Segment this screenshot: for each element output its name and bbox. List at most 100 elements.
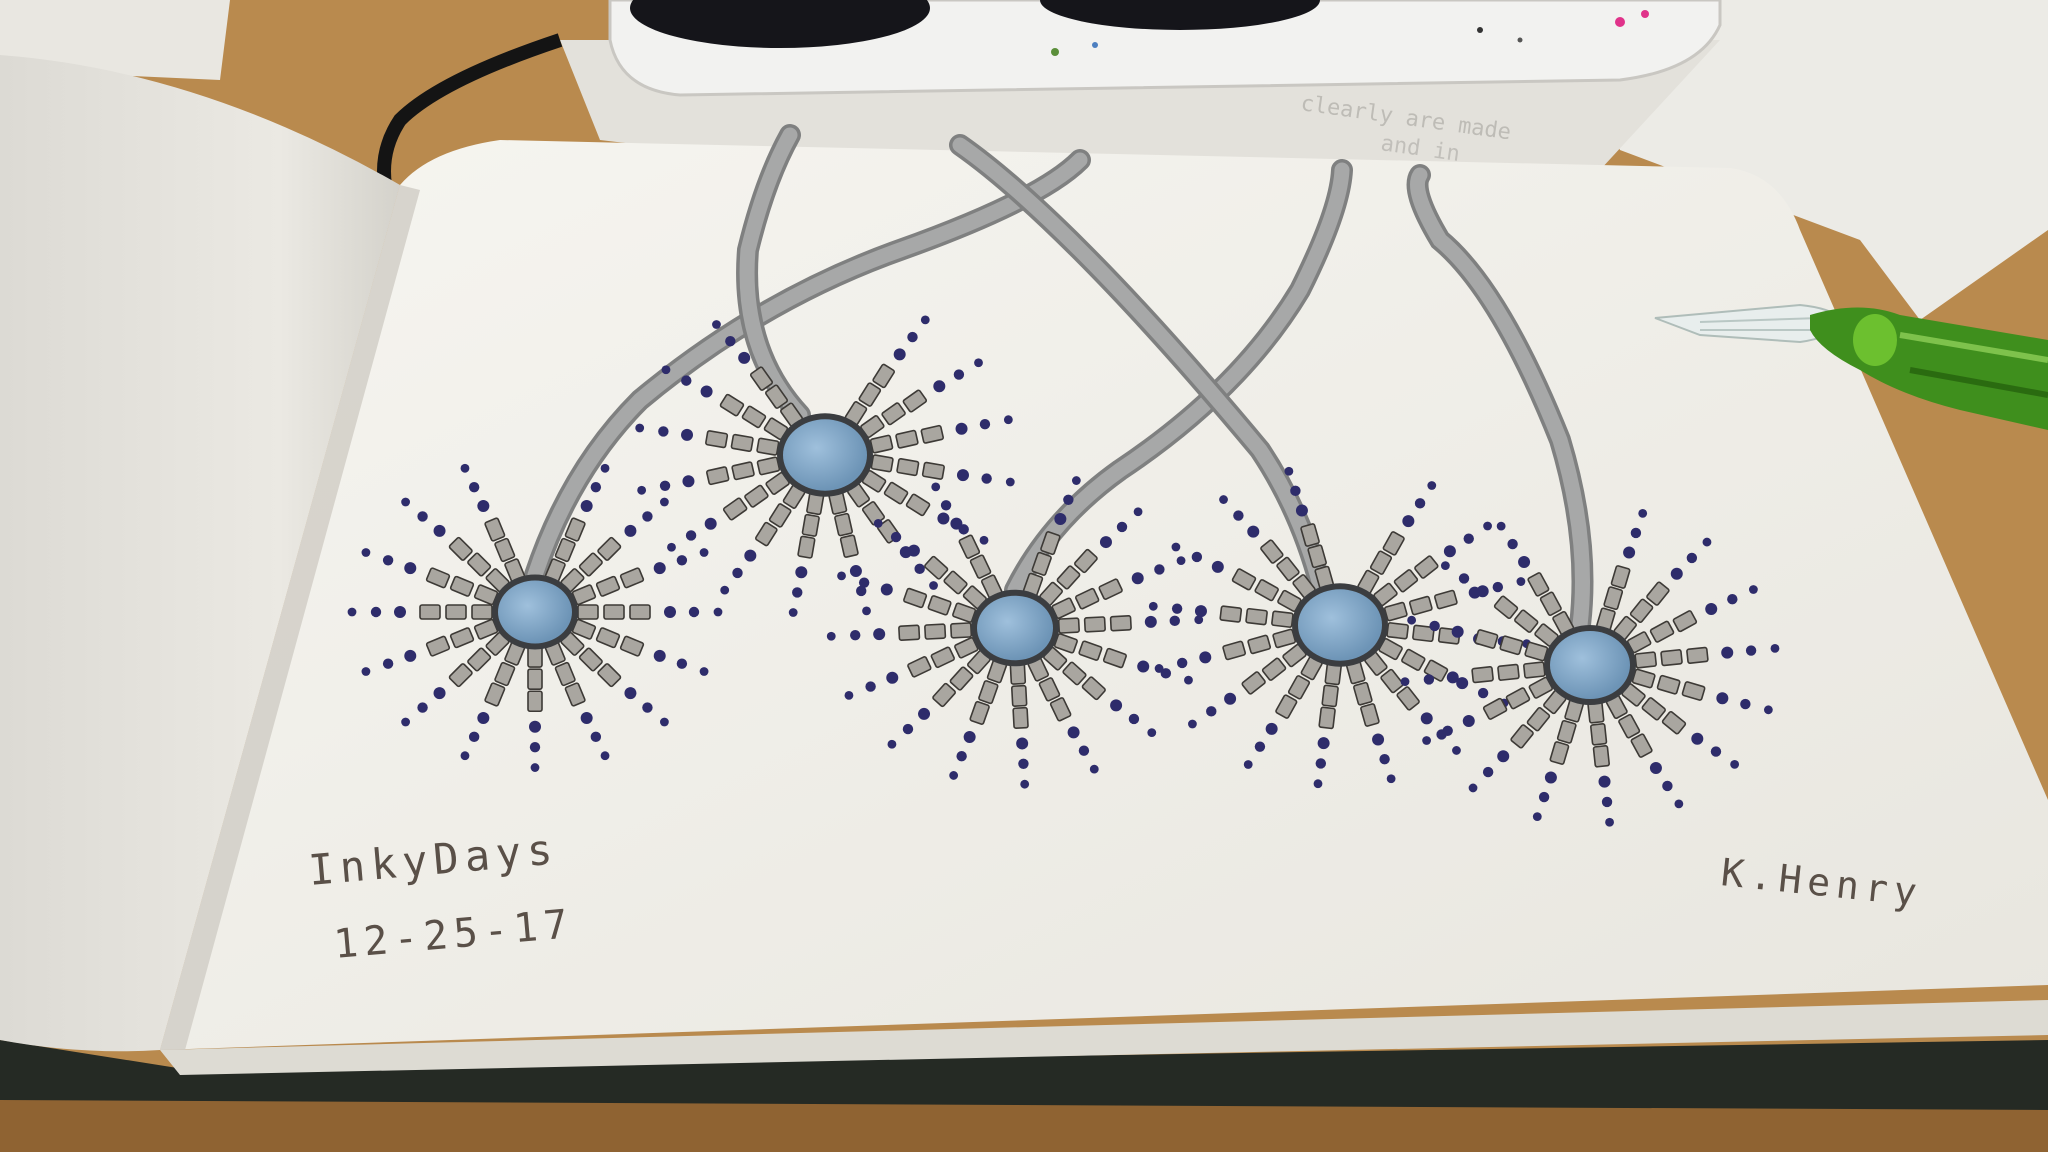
neuron-4-dendrite-dot [1284, 466, 1294, 476]
neuron-2-dendrite-dot [907, 331, 918, 343]
neuron-2-dendrite-dash [896, 457, 920, 477]
neuron-5-dendrite-dot [1662, 780, 1673, 792]
neuron-3-dendrite-dot [1184, 675, 1193, 685]
neuron-2-axon [739, 127, 808, 423]
neuron-2-dendrite-dot [956, 469, 969, 482]
neuron-1-dendrite-dot [676, 555, 688, 566]
neuron-2-dendrite-dash [741, 405, 767, 429]
neuron-1-dendrite-dot [433, 687, 446, 700]
neuron-5-dendrite-dot [1429, 620, 1440, 632]
neuron-3-dendrite-dot [1063, 494, 1074, 505]
neuron-4-dendrite-dash [1231, 568, 1257, 591]
neuron-1-dendrite-dot [460, 463, 470, 473]
neuron-5-dendrite-dot [1598, 775, 1611, 788]
neuron-5-soma [1550, 631, 1630, 699]
neuron-3-dendrite-dot [1099, 536, 1112, 549]
neuron-5-dendrite-dash [1630, 733, 1653, 758]
neuron-4-dendrite-dash [1360, 703, 1380, 727]
neuron-2-dendrite-dash [768, 503, 792, 528]
neuron-1-dendrite-dash [467, 552, 492, 577]
neuron-2-dendrite-dot [659, 480, 671, 491]
neuron-1-dendrite-dot [642, 511, 653, 522]
neuron-3-dendrite-dot [1078, 745, 1090, 756]
neuron-4-dendrite-dot [1313, 779, 1323, 789]
neuron-2-dendrite-dash [722, 497, 748, 521]
neuron-drawing [347, 124, 1780, 827]
neuron-1-dendrite-dot [688, 606, 700, 618]
neuron-5-dendrite-dash [1497, 663, 1520, 681]
neuron-1-dendrite-dash [484, 682, 506, 707]
neuron-5-dendrite-dash [1514, 609, 1539, 633]
neuron-3-dendrite-dash [1075, 587, 1100, 610]
neuron-5-dendrite-dash [1660, 649, 1683, 667]
neuron-5-dendrite-dot [1727, 594, 1738, 605]
neuron-1-axon [527, 152, 1088, 583]
neuron-2-dendrite-dash [749, 366, 773, 391]
neuron-4-dendrite-dot [1171, 603, 1183, 614]
neuron-1-dendrite-dash [449, 575, 475, 597]
neuron-2-dendrite-dash [883, 481, 909, 505]
neuron-4-dendrite-dash [1396, 686, 1420, 711]
neuron-2-dendrite-dot [720, 585, 730, 595]
neuron-4-dendrite-dot [1386, 774, 1396, 784]
neuron-3-dendrite-dot [1137, 660, 1150, 673]
neuron-2-dendrite-dash [902, 389, 928, 413]
neuron-4-dendrite-dot [1224, 692, 1237, 705]
neuron-5-dendrite-dot [1532, 812, 1542, 822]
neuron-5-dendrite-dot [1400, 677, 1410, 687]
neuron-1-dendrite-dash [467, 647, 492, 672]
neuron-1-dendrite-dot [401, 497, 410, 507]
neuron-3-dendrite-dash [932, 682, 956, 708]
neuron-1-dendrite-dot [624, 524, 637, 537]
neuron-3-dendrite-dash [950, 622, 973, 639]
neuron-5-dendrite-dash [1610, 565, 1631, 589]
neuron-3-dendrite-dot [1144, 615, 1157, 628]
neuron-3-dendrite-dash [1109, 615, 1132, 632]
neuron-5-dendrite-dash [1493, 595, 1519, 619]
neuron-1-dendrite-dash [527, 690, 543, 713]
neuron-2-dendrite-dot [974, 358, 983, 368]
neuron-3-dendrite-dash [978, 680, 999, 705]
neuron-3-dendrite-dash [949, 666, 974, 691]
neuron-3-dendrite-dot [1176, 556, 1186, 566]
neuron-2-dendrite-dot [738, 351, 751, 364]
neuron-1-dendrite-dot [653, 562, 666, 575]
neuron-2-dendrite-dot [788, 608, 798, 617]
neuron-3-dendrite-dot [1016, 737, 1029, 750]
neuron-1-dendrite-dash [619, 635, 645, 657]
neuron-4-dendrite-dot [1254, 741, 1266, 752]
neuron-3-dendrite-dash [1074, 548, 1098, 574]
neuron-3-dendrite-dot [1169, 615, 1180, 627]
neuron-1-dendrite-dot [477, 499, 490, 512]
neuron-3-dendrite-dot [949, 771, 959, 780]
neuron-3-dendrite-dot [873, 628, 886, 641]
neuron-1-dendrite-dash [564, 682, 586, 707]
neuron-1-dendrite-dot [699, 548, 709, 557]
neuron-5-dendrite-dot [1538, 791, 1550, 803]
neuron-5-dendrite-dash [1510, 724, 1534, 749]
neuron-4-dendrite-dot [1148, 601, 1158, 611]
neuron-2-dendrite-dash [870, 454, 894, 473]
neuron-5-dendrite-dot [1446, 671, 1459, 684]
neuron-1-dendrite-dot [580, 499, 593, 512]
neuron-2-dendrite-dot [849, 565, 862, 578]
neuron-4-dendrite-dot [1315, 758, 1327, 769]
neuron-3-dendrite-dot [1054, 513, 1067, 526]
neuron-2-dendrite-dot [933, 380, 946, 393]
neuron-2-dendrite-dot [914, 563, 925, 575]
neuron-1-dendrite-dot [530, 763, 540, 772]
neuron-5-dendrite-dash [1634, 651, 1657, 669]
neuron-1-dendrite-dash [425, 567, 451, 589]
neuron-1-dendrite-dash [527, 646, 543, 668]
page-gutter [160, 185, 420, 1050]
neuron-1-dendrite-dot [417, 702, 428, 713]
neuron-3-dendrite-dot [902, 723, 914, 735]
neuron-5-dendrite-dot [1407, 615, 1417, 625]
neuron-3-dendrite-dot [931, 482, 941, 492]
neuron-4-dendrite-dot [1247, 525, 1260, 538]
neuron-5-dendrite-dash [1539, 591, 1562, 616]
neuron-1-dendrite-dash [445, 604, 467, 620]
neuron-5-dendrite-dash [1556, 719, 1577, 744]
neuron-4-dendrite-dot [1372, 733, 1385, 746]
